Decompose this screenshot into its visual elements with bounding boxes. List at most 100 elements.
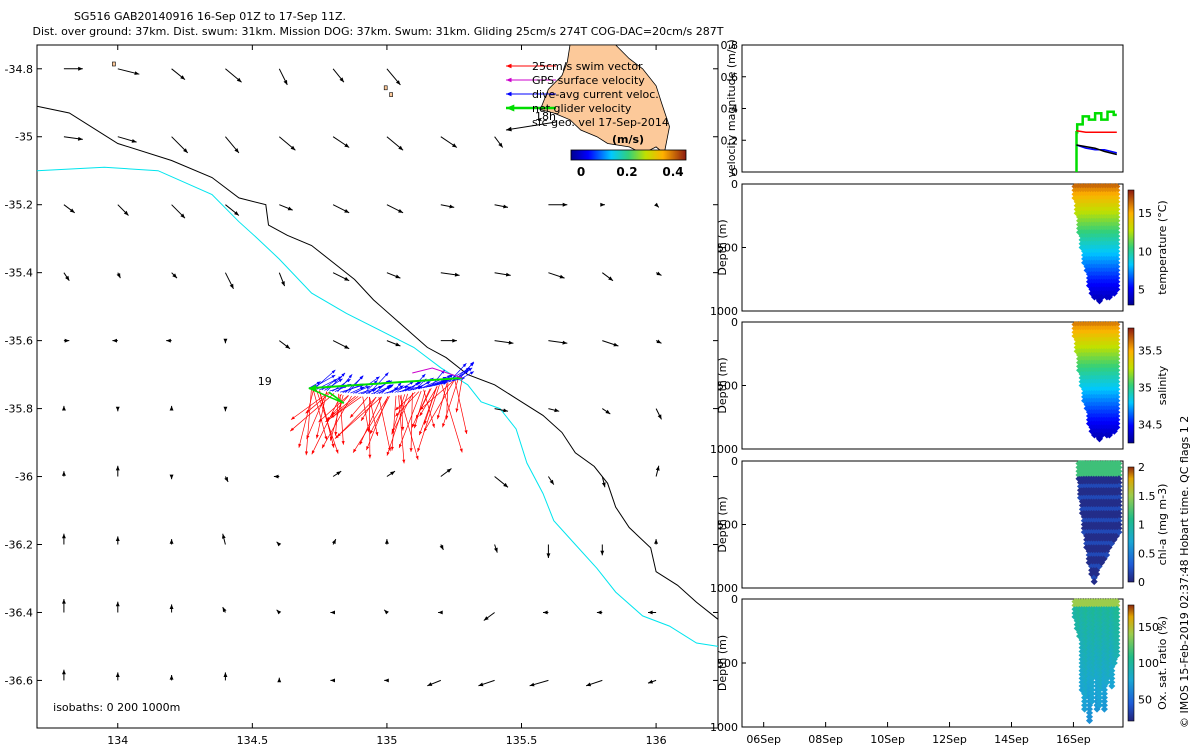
profile-frame-1 <box>741 183 1124 312</box>
current-arrow-22 <box>386 204 404 214</box>
swim-vector-34-shaft <box>360 396 377 422</box>
current-arrow-88-head <box>276 609 282 615</box>
current-arrow-57-head <box>554 408 560 413</box>
dive-avg-vector-30-head <box>404 385 409 389</box>
current-arrow-100 <box>277 677 282 683</box>
current-arrow-84-head <box>62 599 66 604</box>
current-arrow-96-head <box>62 669 66 675</box>
swim-vector-36 <box>369 396 379 436</box>
swim-vector-57-shaft <box>298 389 314 448</box>
current-arrow-52-head <box>62 405 66 411</box>
current-arrow-86 <box>169 604 174 613</box>
current-arrow-3 <box>225 68 242 83</box>
dive-avg-vector-40-head <box>378 385 383 389</box>
current-arrow-106-head <box>586 682 592 687</box>
legend-swatch-2 <box>506 91 556 97</box>
current-arrow-107-head <box>648 679 653 684</box>
current-arrow-32-head <box>281 281 285 287</box>
profile-panel-1: 0 500 1000 Depth (m) 5 10 15 temperature (°C) <box>710 178 1169 318</box>
swim-vector-46 <box>339 394 345 445</box>
current-arrow-4-head <box>283 79 288 85</box>
current-arrow-11 <box>278 136 296 151</box>
current-arrow-33-head <box>344 276 350 281</box>
current-arrow-61-head <box>115 465 120 471</box>
current-arrow-104-head <box>478 682 484 687</box>
current-arrow-105-head <box>529 682 535 687</box>
current-arrow-68 <box>494 476 509 488</box>
profile-3-ylabel: Depth (m) <box>716 496 729 552</box>
current-arrow-94-head <box>596 610 602 615</box>
current-arrow-13-head <box>398 145 404 151</box>
current-arrow-73-head <box>115 536 120 541</box>
current-arrow-37-head <box>559 274 565 279</box>
profile-4-variable-label: Ox. sat. ratio (%) <box>1156 616 1169 710</box>
title-line-2: Dist. over ground: 37km. Dist. swum: 31k… <box>32 25 724 38</box>
swim-vector-13 <box>411 388 431 428</box>
current-arrow-31 <box>224 272 234 290</box>
dive-avg-vector-39 <box>360 389 377 395</box>
current-arrow-59 <box>655 408 662 420</box>
current-arrow-74-head <box>169 539 174 544</box>
glider-vectors <box>289 361 475 464</box>
swim-vector-13-shaft <box>411 388 431 428</box>
legend-swatch-1-head <box>506 77 512 83</box>
current-arrow-15 <box>494 136 504 148</box>
current-arrow-6-head <box>395 80 401 85</box>
swim-vector-59-head <box>305 451 309 456</box>
profile-1-cbar-tick-1: 10 <box>1138 245 1152 258</box>
swim-vector-7-head <box>459 448 463 453</box>
profile-1-ylabel: Depth (m) <box>716 219 729 275</box>
current-arrow-3-head <box>236 77 242 83</box>
dive-avg-vector-58-head <box>331 375 336 379</box>
swim-vector-29-head <box>353 448 357 453</box>
map-land <box>112 44 670 155</box>
current-arrow-29 <box>116 272 121 279</box>
swim-vector-37-head <box>350 414 354 418</box>
swim-vector-46-head <box>341 441 345 445</box>
swim-vector-17-head <box>395 412 399 417</box>
velocity-series-0 <box>1075 110 1117 172</box>
profile-2-variable-label: salinity <box>1156 365 1169 405</box>
swim-vector-14-shaft <box>423 389 435 428</box>
swim-vector-7-shaft <box>441 384 463 453</box>
y-tick-label-4: -35.6 <box>5 335 33 348</box>
swim-vector-0-shaft <box>456 377 463 413</box>
current-arrow-51 <box>655 339 662 344</box>
current-arrow-48-head <box>508 340 514 345</box>
dive-avg-vector-15-shaft <box>423 378 448 389</box>
map-annotation-1: 18h <box>535 110 556 123</box>
x-tick-label-1: 134.5 <box>237 734 269 747</box>
swim-vector-37 <box>349 396 369 419</box>
current-arrow-50 <box>602 340 619 347</box>
swim-vector-21 <box>386 393 409 456</box>
profile-4-ytick-label-2: 1000 <box>710 721 738 734</box>
swim-vector-16-head <box>399 444 402 448</box>
swim-vector-24-shaft <box>398 395 405 464</box>
current-arrow-102-head <box>384 678 389 683</box>
current-arrow-107 <box>647 679 657 684</box>
current-arrow-83 <box>654 539 658 545</box>
current-arrow-0 <box>63 66 83 71</box>
current-arrow-68-head <box>503 482 508 488</box>
current-arrow-66 <box>386 470 396 477</box>
current-arrow-44 <box>278 340 291 350</box>
dive-avg-vector-59-head <box>316 381 321 385</box>
dive-avg-vector-47-shaft <box>339 384 364 393</box>
x-tick-label-4: 136 <box>646 734 667 747</box>
current-arrow-92 <box>483 612 495 621</box>
swim-vector-40 <box>330 396 359 419</box>
profile-4-ytick-label-1: 500 <box>717 657 738 670</box>
current-arrow-42 <box>166 338 172 343</box>
current-arrow-105 <box>529 679 549 687</box>
swim-vector-8-shaft <box>417 384 440 453</box>
current-arrow-39-head <box>656 271 662 276</box>
current-arrow-60 <box>62 471 66 477</box>
dive-avg-vector-40-shaft <box>358 385 383 394</box>
swim-vector-27 <box>369 395 390 435</box>
swim-vector-19-shaft <box>410 392 413 452</box>
swim-vector-25 <box>399 395 419 460</box>
current-arrow-101-head <box>330 678 335 683</box>
current-arrow-30 <box>171 272 178 279</box>
current-arrow-55 <box>223 406 228 412</box>
